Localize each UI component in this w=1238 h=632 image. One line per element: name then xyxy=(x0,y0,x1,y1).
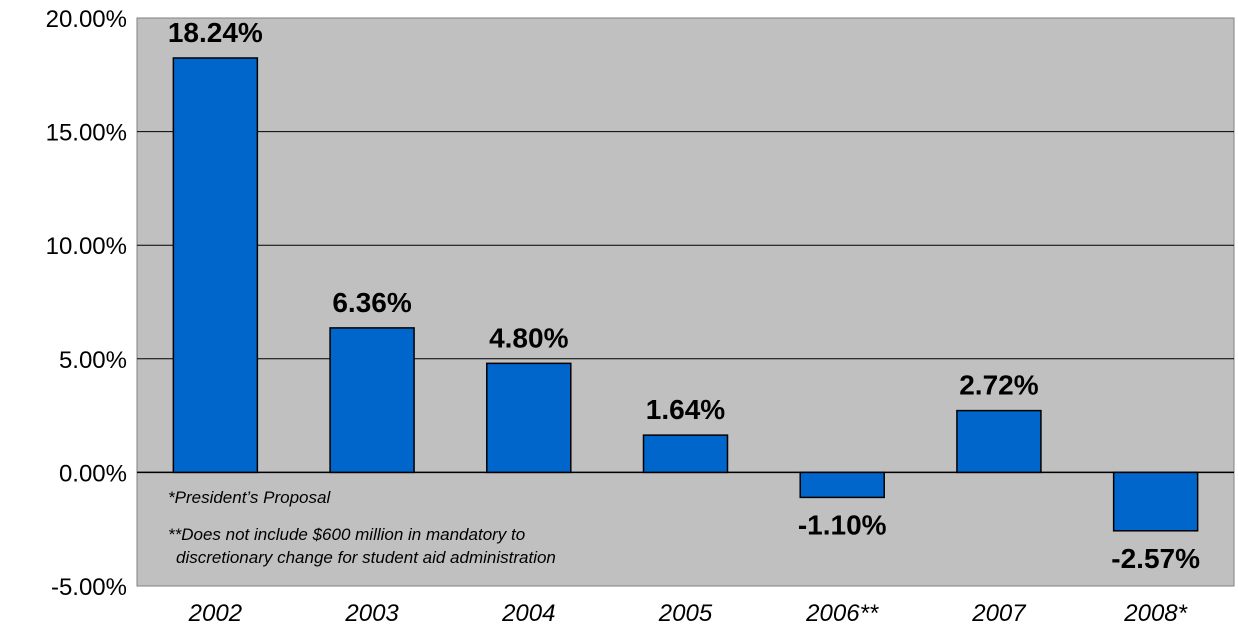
x-tick-label-2002: 2002 xyxy=(188,600,242,627)
x-axis-category-labels: 2002 2003 2004 2005 2006** 2007 2008* xyxy=(188,600,1188,627)
data-label-2007: 2.72% xyxy=(959,370,1038,401)
x-tick-label-2004: 2004 xyxy=(501,600,555,627)
bar-2005 xyxy=(642,434,729,474)
footnote-president-proposal: *President’s Proposal xyxy=(168,488,331,507)
data-label-2004: 4.80% xyxy=(489,322,568,353)
x-tick-label-2008: 2008* xyxy=(1123,600,1187,627)
data-label-2003: 6.36% xyxy=(332,287,411,318)
y-axis-tick-labels: 20.00% 15.00% 10.00% 5.00% 0.00% -5.00% xyxy=(46,6,127,601)
bar-2002 xyxy=(172,57,259,474)
x-tick-label-2005: 2005 xyxy=(658,600,713,627)
y-tick-label: 15.00% xyxy=(46,120,127,147)
footnotes: *President’s Proposal **Does not include… xyxy=(168,488,556,567)
data-label-2002: 18.24% xyxy=(168,17,263,48)
footnote-mandatory-change: **Does not include $600 million in manda… xyxy=(168,525,525,544)
x-tick-label-2006: 2006** xyxy=(805,600,879,627)
y-tick-label: 0.00% xyxy=(59,460,127,487)
bar-2006 xyxy=(799,471,885,499)
y-tick-label: 20.00% xyxy=(46,6,127,33)
data-label-2008: -2.57% xyxy=(1111,543,1200,574)
bar-2004 xyxy=(486,362,572,474)
bar-2003 xyxy=(329,327,415,474)
y-tick-label: 5.00% xyxy=(59,347,127,374)
bar-2008 xyxy=(1112,471,1199,532)
footnote-student-aid-administration: discretionary change for student aid adm… xyxy=(176,548,556,567)
plot-area xyxy=(136,17,1235,587)
bar-2007 xyxy=(956,409,1042,474)
data-label-2006: -1.10% xyxy=(798,509,887,540)
y-tick-label: -5.00% xyxy=(51,574,127,601)
bars xyxy=(172,57,1199,532)
y-tick-label: 10.00% xyxy=(46,233,127,260)
x-tick-label-2003: 2003 xyxy=(344,600,399,627)
data-labels: 18.24% 6.36% 4.80% 1.64% -1.10% 2.72% -2.57% xyxy=(168,17,1200,574)
x-tick-label-2007: 2007 xyxy=(971,600,1027,627)
data-label-2005: 1.64% xyxy=(646,394,725,425)
